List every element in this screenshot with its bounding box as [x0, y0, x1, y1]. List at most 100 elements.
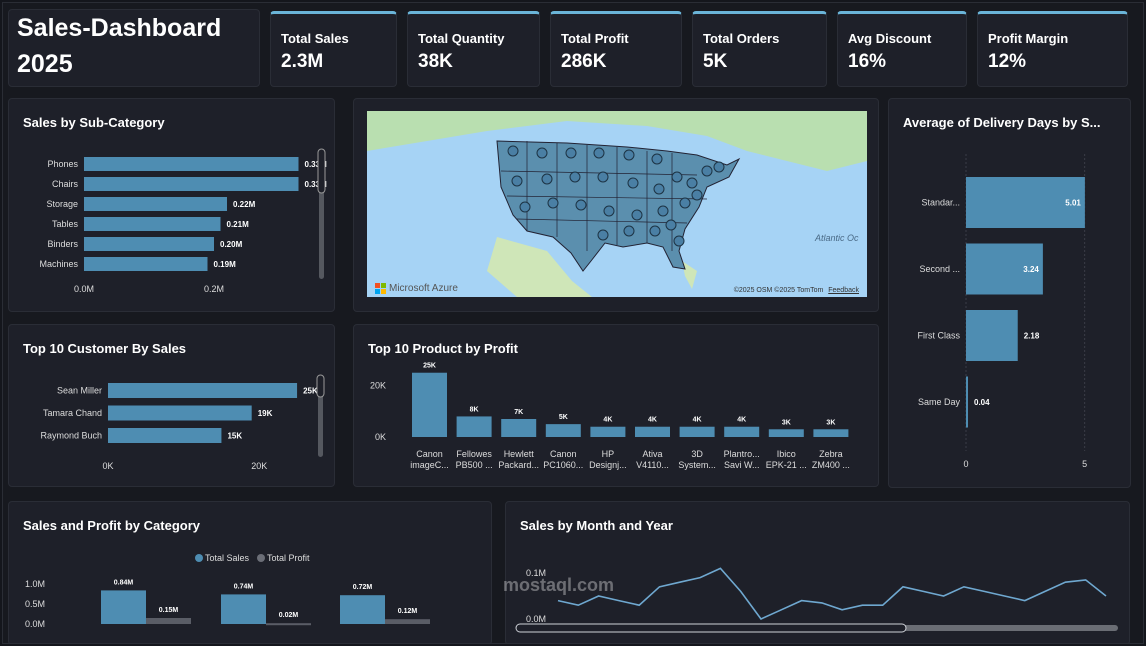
- dashboard-title: Sales-Dashboard: [17, 14, 222, 42]
- category-label: System...: [678, 460, 716, 470]
- bar: [108, 405, 252, 421]
- bar: [108, 383, 298, 398]
- value-label: 0.33M: [305, 180, 328, 189]
- panel-title: Average of Delivery Days by S...: [903, 115, 1101, 130]
- value-label: 3K: [826, 419, 835, 426]
- value-label: 19K: [258, 409, 273, 418]
- y-tick-label: 20K: [370, 381, 386, 391]
- value-label: 0.12M: [398, 608, 418, 615]
- category-label: Binders: [47, 239, 78, 249]
- dashboard-year: 2025: [17, 50, 73, 78]
- value-label: 0.20M: [220, 240, 243, 249]
- kpi-value: 286K: [561, 51, 607, 72]
- subcategory-panel[interactable]: Sales by Sub-Category 0.0M 0.2M Phones 0.33…: [8, 98, 335, 312]
- bar: [84, 177, 299, 191]
- category-label: Chairs: [52, 179, 79, 189]
- value-label: 25K: [303, 387, 318, 396]
- panel-title: Top 10 Product by Profit: [368, 341, 518, 356]
- bar: [966, 376, 968, 428]
- value-label: 0.02M: [279, 612, 299, 619]
- category-legend: Total Sales Total Profit: [195, 553, 310, 563]
- bar-sales: [101, 590, 146, 624]
- kpi-label: Avg Discount: [848, 31, 932, 46]
- category-label: PC1060...: [543, 460, 583, 470]
- horizontal-scrollbar-thumb: [515, 623, 907, 633]
- category-label: Packard...: [498, 460, 539, 470]
- category-label: imageC...: [410, 460, 449, 470]
- value-label: 3K: [782, 419, 791, 426]
- panel-title: Top 10 Customer By Sales: [23, 341, 187, 356]
- kpi-value: 2.3M: [281, 51, 324, 72]
- category-label: Phones: [47, 159, 78, 169]
- kpi-card-avg-discount[interactable]: Avg Discount 16%: [837, 11, 967, 87]
- bar: [768, 429, 804, 437]
- us-map[interactable]: Atlantic Oc Microsoft Azure ©2025 OSM ©2…: [367, 111, 867, 297]
- title-card: Sales-Dashboard 2025: [8, 9, 260, 87]
- kpi-value: 16%: [848, 51, 887, 72]
- florida-land: [682, 261, 697, 289]
- customers-chart: 0K 20K Sean Miller 25K Tamara Chand 19K Raymon…: [40, 374, 325, 471]
- legend-item-sales[interactable]: Total Sales: [195, 553, 249, 563]
- bar: [635, 426, 670, 437]
- panel-title: Sales and Profit by Category: [23, 518, 200, 533]
- bar: [108, 428, 222, 443]
- category-label: ZM400 ...: [812, 460, 850, 470]
- category-label: HP: [602, 449, 615, 459]
- category-label: EPK-21 ...: [766, 460, 807, 470]
- x-tick-label: 0.0M: [74, 284, 94, 294]
- delivery-chart: 0 5 Standar... 5.01 Second ... 3.24 First Clas…: [918, 154, 1087, 469]
- x-tick-label: 0K: [102, 461, 113, 471]
- panel-title: Sales by Sub-Category: [23, 115, 165, 130]
- value-label: 8K: [470, 406, 479, 413]
- kpi-label: Profit Margin: [988, 31, 1069, 46]
- products-panel[interactable]: Top 10 Product by Profit 20K 0K 25K Canon im…: [353, 324, 879, 487]
- value-label: 15K: [227, 432, 242, 441]
- map-feedback-link[interactable]: Feedback: [828, 287, 859, 294]
- state-markers: [507, 145, 725, 247]
- category-label: Same Day: [918, 397, 961, 407]
- map-canvas: Atlantic Oc: [367, 111, 867, 297]
- mexico-land: [487, 237, 592, 297]
- category-label: Plantro...: [724, 449, 760, 459]
- kpi-value: 38K: [418, 51, 453, 72]
- panel-title: Sales by Month and Year: [520, 518, 673, 533]
- kpi-label: Total Profit: [561, 31, 629, 46]
- map-panel[interactable]: Atlantic Oc Microsoft Azure ©2025 OSM ©2…: [353, 98, 879, 312]
- value-label: 3.24: [1023, 265, 1039, 274]
- bar: [84, 197, 227, 211]
- value-label: 2.18: [1024, 332, 1040, 341]
- category-label: Designj...: [589, 460, 627, 470]
- value-label: 0.72M: [353, 584, 373, 591]
- category-panel[interactable]: Sales and Profit by Category Total Sales…: [8, 501, 492, 643]
- bar: [813, 429, 849, 437]
- legend-dot-icon: [195, 554, 203, 562]
- watermark: mostaql.com: [503, 575, 615, 595]
- canada-land: [367, 111, 867, 171]
- kpi-card-total-sales[interactable]: Total Sales 2.3M: [270, 11, 397, 87]
- ocean-label: Atlantic Oc: [814, 233, 859, 243]
- subcategory-chart: 0.0M 0.2M Phones 0.33M Chairs 0.33M Storage 0.2…: [39, 148, 328, 294]
- monthly-panel[interactable]: Sales by Month and Year 0.1M 0.0M: [505, 501, 1130, 643]
- kpi-card-total-orders[interactable]: Total Orders 5K: [692, 11, 827, 87]
- category-label: Fellowes: [456, 449, 492, 459]
- kpi-card-total-profit[interactable]: Total Profit 286K: [550, 11, 682, 87]
- bar: [966, 177, 1085, 228]
- kpi-card-profit-margin[interactable]: Profit Margin 12%: [977, 11, 1128, 87]
- category-label: Machines: [39, 259, 78, 269]
- category-label: Zebra: [819, 449, 843, 459]
- value-label: 25K: [423, 363, 436, 370]
- kpi-card-total-quantity[interactable]: Total Quantity 38K: [407, 11, 540, 87]
- value-label: 0.33M: [305, 160, 328, 169]
- delivery-panel[interactable]: Average of Delivery Days by S... 0 5 Stand…: [888, 98, 1131, 488]
- bar: [590, 426, 626, 437]
- bar: [545, 424, 581, 437]
- bar: [84, 257, 208, 271]
- customers-panel[interactable]: Top 10 Customer By Sales 0K 20K Sean Mille…: [8, 324, 335, 487]
- value-label: 4K: [737, 417, 746, 424]
- kpi-label: Total Quantity: [418, 31, 505, 46]
- kpi-value: 12%: [988, 51, 1027, 72]
- bar: [84, 157, 299, 171]
- value-label: 0.84M: [114, 579, 134, 586]
- legend-item-profit[interactable]: Total Profit: [257, 553, 310, 563]
